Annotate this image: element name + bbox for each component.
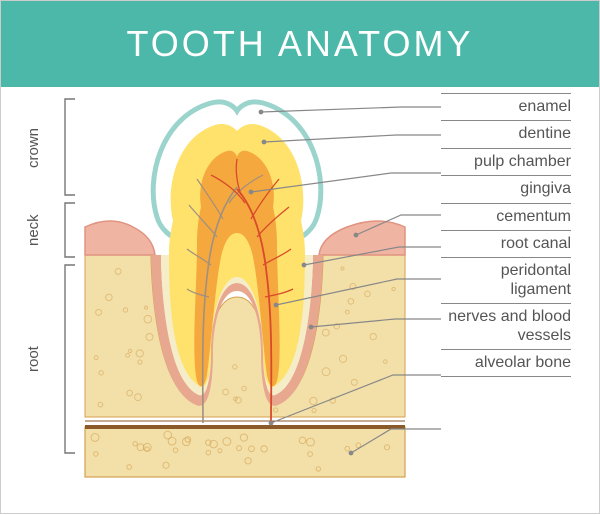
right-label: cementum [441, 203, 571, 230]
right-label: dentine [441, 120, 571, 147]
diagram-area: enameldentinepulp chambergingivacementum… [1, 87, 600, 515]
left-label: neck [25, 203, 42, 257]
right-label: root canal [441, 230, 571, 257]
header-banner: TOOTH ANATOMY [1, 1, 599, 87]
right-label: alveolar bone [441, 349, 571, 377]
left-label: crown [25, 101, 42, 195]
title: TOOTH ANATOMY [126, 23, 473, 65]
infographic-frame: TOOTH ANATOMY enameldentinepulp chamberg… [0, 0, 600, 514]
right-label: enamel [441, 93, 571, 120]
right-label: pulp chamber [441, 148, 571, 175]
right-label: nerves and blood vessels [441, 303, 571, 349]
right-label: gingiva [441, 175, 571, 202]
right-label: peridontal ligament [441, 257, 571, 303]
right-label-column: enameldentinepulp chambergingivacementum… [441, 93, 571, 377]
left-label: root [25, 265, 42, 453]
